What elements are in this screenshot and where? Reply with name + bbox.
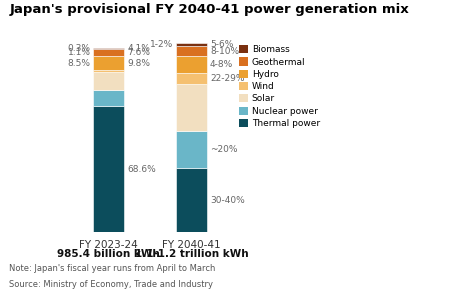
- Text: 9.8%: 9.8%: [127, 59, 150, 68]
- Text: ~20%: ~20%: [210, 145, 238, 154]
- Text: 8-10%: 8-10%: [210, 47, 239, 56]
- Text: FY 2023-24: FY 2023-24: [80, 240, 138, 250]
- Text: 4.1%: 4.1%: [127, 44, 150, 53]
- Bar: [93, 56, 124, 70]
- Text: 4-8%: 4-8%: [210, 60, 233, 69]
- Text: Japan's provisional FY 2040-41 power generation mix: Japan's provisional FY 2040-41 power gen…: [9, 3, 409, 16]
- Text: Note: Japan's fiscal year runs from April to March: Note: Japan's fiscal year runs from Apri…: [9, 264, 216, 273]
- Legend: Biomass, Geothermal, Hydro, Wind, Solar, Nuclear power, Thermal power: Biomass, Geothermal, Hydro, Wind, Solar,…: [239, 45, 320, 128]
- Bar: [93, 106, 124, 232]
- Bar: [176, 168, 207, 232]
- Bar: [93, 72, 124, 90]
- Text: 68.6%: 68.6%: [127, 165, 156, 174]
- Text: 22-29%: 22-29%: [210, 74, 245, 83]
- Text: 8.5%: 8.5%: [67, 59, 91, 68]
- Bar: [176, 43, 207, 46]
- Text: FY 2040-41: FY 2040-41: [162, 240, 221, 250]
- Bar: [93, 49, 124, 56]
- Bar: [93, 70, 124, 72]
- Text: 1.1%: 1.1%: [67, 48, 91, 57]
- Bar: [176, 56, 207, 73]
- Text: 0.3%: 0.3%: [67, 44, 91, 53]
- Text: 1-2%: 1-2%: [150, 40, 173, 49]
- Bar: [176, 73, 207, 84]
- Bar: [93, 48, 124, 49]
- Bar: [93, 90, 124, 106]
- Text: 1.1-1.2 trillion kWh: 1.1-1.2 trillion kWh: [135, 249, 248, 259]
- Text: 985.4 billion kWh: 985.4 billion kWh: [58, 249, 160, 259]
- Text: Source: Ministry of Economy, Trade and Industry: Source: Ministry of Economy, Trade and I…: [9, 280, 213, 289]
- Text: 5-6%: 5-6%: [210, 40, 233, 49]
- Bar: [176, 84, 207, 131]
- Text: 30-40%: 30-40%: [210, 196, 245, 205]
- Bar: [176, 46, 207, 56]
- Text: 7.6%: 7.6%: [127, 48, 150, 57]
- Bar: [176, 131, 207, 168]
